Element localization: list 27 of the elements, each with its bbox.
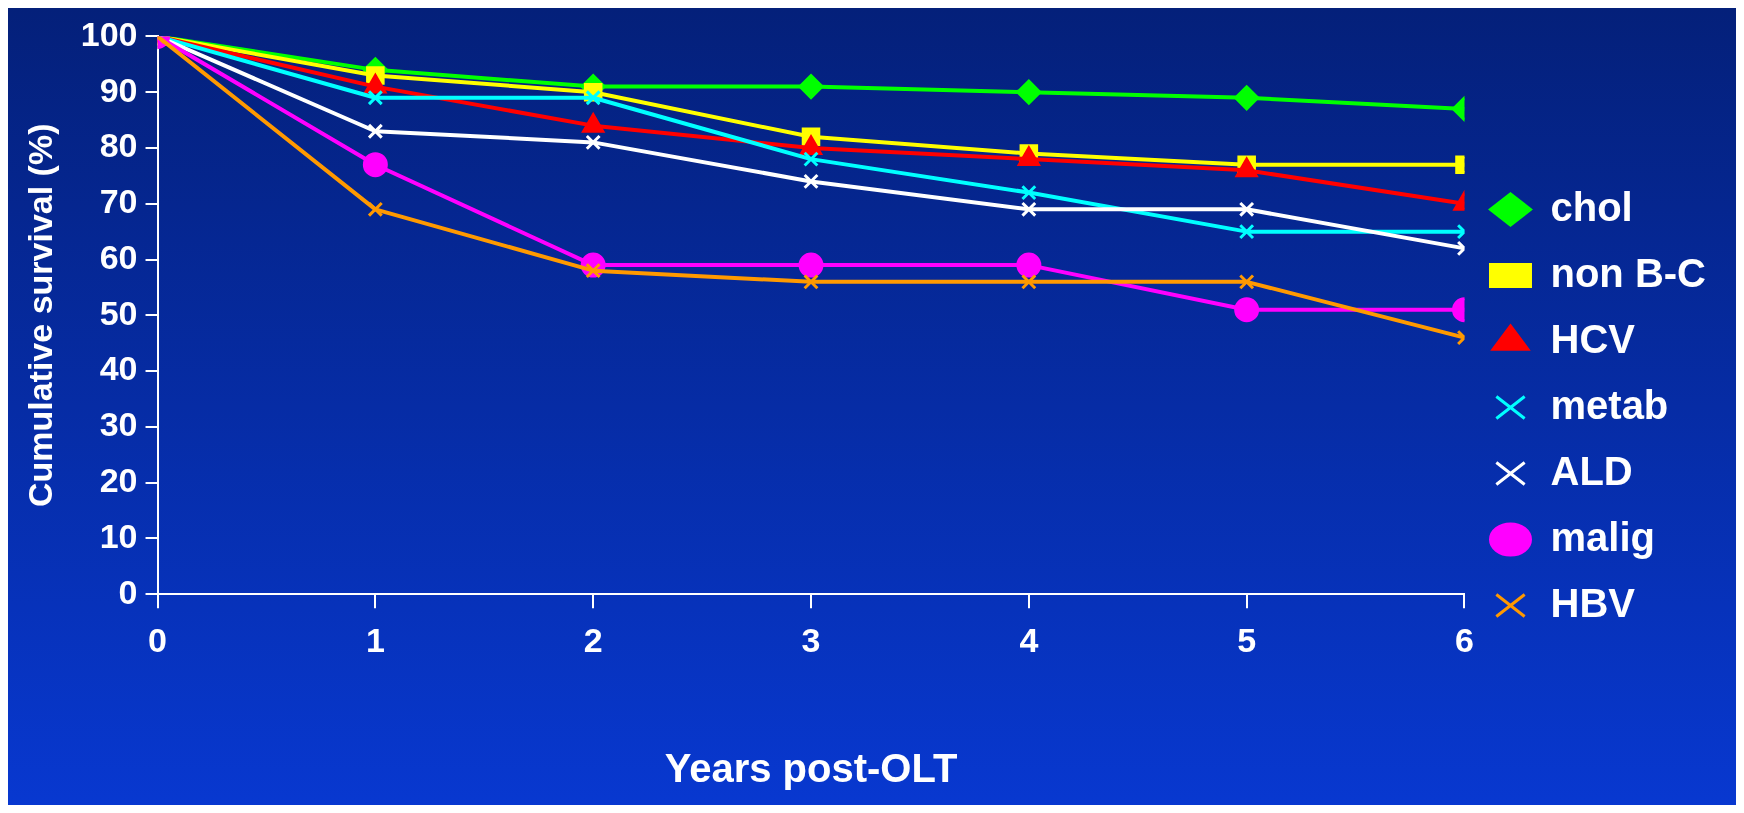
x-tick-label: 4 bbox=[1019, 620, 1039, 659]
y-axis-title: Cumulative survival (%) bbox=[20, 123, 59, 508]
y-tick-label: 0 bbox=[118, 572, 138, 611]
x-tick-label: 3 bbox=[801, 620, 821, 659]
x-tick-label: 0 bbox=[148, 620, 167, 659]
legend-label: malig bbox=[1550, 514, 1655, 559]
x-tick-label: 1 bbox=[365, 620, 385, 659]
y-tick-label: 90 bbox=[99, 70, 138, 109]
legend-label: chol bbox=[1550, 184, 1633, 229]
x-tick-label: 6 bbox=[1455, 620, 1474, 659]
x-tick-label: 2 bbox=[583, 620, 603, 659]
y-tick-label: 80 bbox=[99, 126, 138, 165]
y-tick-label: 50 bbox=[99, 293, 138, 332]
y-tick-label: 60 bbox=[99, 237, 138, 276]
y-tick-label: 30 bbox=[99, 405, 138, 444]
y-tick-label: 10 bbox=[99, 516, 138, 555]
y-tick-label: 20 bbox=[99, 461, 138, 500]
y-tick-label: 40 bbox=[99, 349, 138, 388]
x-tick-label: 5 bbox=[1237, 620, 1257, 659]
legend-label: non B-C bbox=[1550, 250, 1707, 295]
x-axis-title: Years post-OLT bbox=[664, 746, 958, 791]
legend-label: ALD bbox=[1550, 448, 1633, 493]
legend-label: metab bbox=[1550, 382, 1669, 427]
y-tick-label: 70 bbox=[99, 182, 138, 221]
y-tick-label: 100 bbox=[80, 14, 138, 53]
legend-label: HCV bbox=[1550, 316, 1636, 361]
legend-label: HBV bbox=[1550, 580, 1636, 625]
